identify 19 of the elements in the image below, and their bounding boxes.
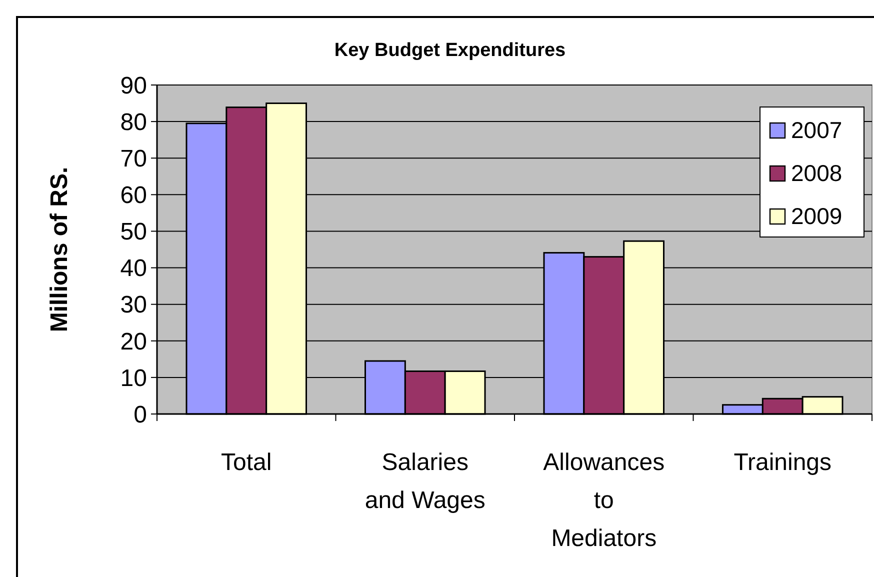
- y-tick-label: 50: [120, 218, 147, 246]
- y-tick-label: 0: [134, 401, 147, 428]
- y-tick-label: 40: [120, 255, 147, 282]
- x-tick-label: Trainings: [734, 449, 832, 476]
- x-tick-label: Salaries and Wages: [364, 449, 486, 514]
- legend-label: 2007: [791, 117, 842, 143]
- x-tick-label: Total: [221, 449, 272, 476]
- legend-label: 2008: [791, 160, 842, 186]
- y-tick-label: 70: [120, 146, 147, 173]
- y-tick-label: 60: [120, 182, 147, 210]
- legend-label: 2009: [791, 203, 842, 229]
- y-tick-label: 20: [120, 328, 147, 356]
- chart-title: Key Budget Expenditures: [334, 40, 566, 61]
- y-axis-title: Millions of RS.: [46, 166, 73, 332]
- y-tick-label: 10: [120, 364, 147, 392]
- y-tick-label: 80: [120, 108, 147, 136]
- y-tick-label: 30: [120, 292, 147, 319]
- x-tick-label: Allowances to Mediators: [543, 449, 665, 552]
- y-tick-label: 90: [120, 72, 147, 100]
